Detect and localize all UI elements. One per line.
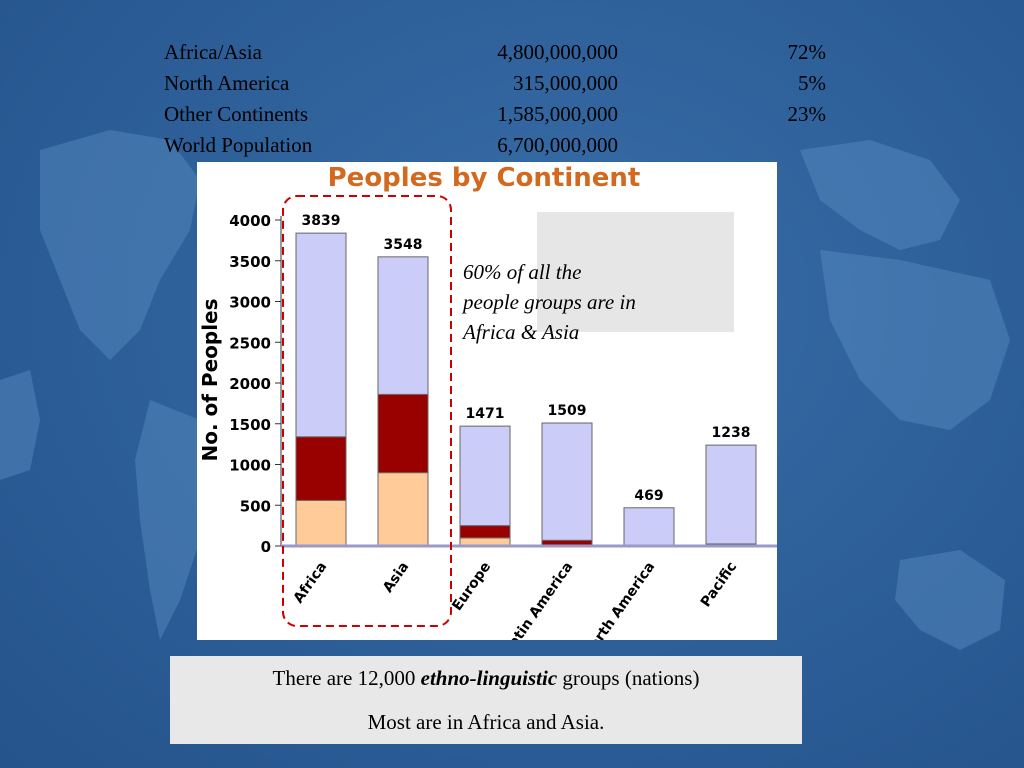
region-label: World Population xyxy=(164,133,313,157)
y-tick-label: 1000 xyxy=(229,457,271,475)
bar-value-label: 469 xyxy=(634,488,663,504)
bar-segment xyxy=(541,539,593,546)
y-tick-label: 0 xyxy=(261,538,271,556)
africa-asia-annotation: 60% of all the people groups are in Afri… xyxy=(463,260,636,344)
bar-segment xyxy=(377,256,429,395)
bar-segment xyxy=(295,436,347,501)
caption-line-1: There are 12,000 ethno-linguistic groups… xyxy=(170,666,802,691)
peoples-by-continent-chart: Peoples by Continent No. of Peoples 0 500… xyxy=(198,163,777,640)
y-tick-label: 2000 xyxy=(229,375,271,393)
y-tick-label: 500 xyxy=(240,497,271,515)
australia-shape xyxy=(895,550,1005,650)
chart-gray-box xyxy=(537,212,734,332)
bar-segment xyxy=(377,472,429,547)
x-tick-label: Pacific xyxy=(698,559,740,610)
y-tick-label: 4000 xyxy=(229,212,271,230)
population-value: 1,585,000,000 xyxy=(497,102,618,126)
y-tick-label: 3000 xyxy=(229,294,271,312)
stats-row: Africa/Asia 4,800,000,000 72% xyxy=(164,37,826,68)
stats-row: Other Continents 1,585,000,000 23% xyxy=(164,99,826,130)
bar-segment xyxy=(459,525,511,539)
caption-text: There are 12,000 xyxy=(272,666,421,690)
y-axis-label: No. of Peoples xyxy=(198,298,222,461)
highlight-box xyxy=(282,195,452,627)
bar-segment xyxy=(459,425,511,527)
population-stats-table: Africa/Asia 4,800,000,000 72% North Amer… xyxy=(164,37,826,161)
bar-value-label: 3839 xyxy=(302,213,341,229)
bar-value-label: 1238 xyxy=(712,425,751,441)
y-tick-label: 1500 xyxy=(229,416,271,434)
y-tick-label: 2500 xyxy=(229,334,271,352)
x-tick-label: Asia xyxy=(380,559,412,596)
bar-segment xyxy=(623,507,675,547)
percent-value: 23% xyxy=(787,102,827,126)
region-label: North America xyxy=(164,71,290,95)
caption-text: groups (nations) xyxy=(557,666,700,690)
stats-row: World Population 6,700,000,000 xyxy=(164,130,826,161)
caption-box: There are 12,000 ethno-linguistic groups… xyxy=(170,656,802,744)
bar-segment xyxy=(295,499,347,547)
south-america-shape xyxy=(135,400,215,640)
chart-title: Peoples by Continent xyxy=(328,163,641,193)
africa-edge-shape xyxy=(0,370,40,480)
europe-shape xyxy=(800,140,960,250)
bar-value-label: 3548 xyxy=(384,237,423,253)
bar-value-label: 1509 xyxy=(548,403,587,419)
bar-segment xyxy=(377,393,429,474)
region-label: Other Continents xyxy=(164,102,309,126)
stats-row: North America 315,000,000 5% xyxy=(164,68,826,99)
caption-line-2: Most are in Africa and Asia. xyxy=(367,710,605,734)
x-tick-label: Latin America xyxy=(501,559,577,640)
percent-value: 5% xyxy=(798,71,826,95)
population-value: 6,700,000,000 xyxy=(497,133,618,157)
bar-segment xyxy=(541,422,593,541)
asia-shape xyxy=(820,250,1010,430)
bar-segment xyxy=(705,444,757,545)
x-tick-label: Africa xyxy=(291,559,331,606)
north-america-shape xyxy=(40,130,200,360)
x-tick-label: North America xyxy=(580,559,659,640)
y-tick-label: 3500 xyxy=(229,253,271,271)
population-value: 315,000,000 xyxy=(513,71,618,95)
population-value: 4,800,000,000 xyxy=(497,40,618,64)
percent-value: 72% xyxy=(787,40,827,64)
bar-segment xyxy=(295,232,347,438)
bar-value-label: 1471 xyxy=(466,406,505,422)
chart-panel: Peoples by Continent No. of Peoples 0 500… xyxy=(197,162,777,640)
caption-emphasis: ethno-linguistic xyxy=(420,666,558,690)
x-tick-label: Europe xyxy=(449,559,494,614)
region-label: Africa/Asia xyxy=(164,40,262,64)
